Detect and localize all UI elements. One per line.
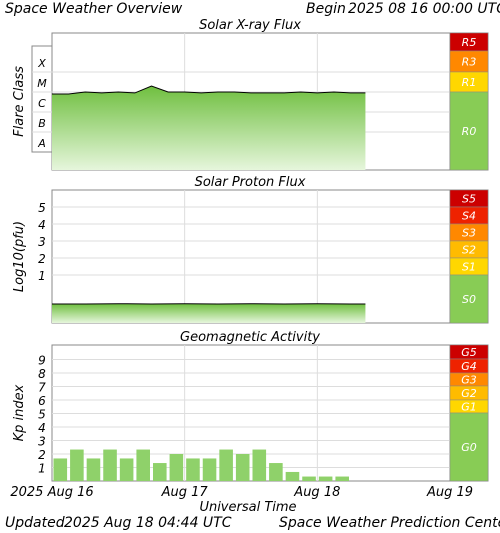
kp-bar [86, 458, 101, 481]
scale-label-r1: R1 [462, 76, 477, 89]
y-tick-label: 8 [38, 367, 46, 381]
panel-title: Geomagnetic Activity [180, 330, 320, 345]
y-tick-label: 1 [38, 462, 46, 476]
updated-time: 2025 Aug 18 04:44 UTC [64, 515, 232, 531]
y-axis-label: Log10(pfu) [12, 221, 27, 292]
y-axis-label: Flare Class [12, 66, 27, 137]
kp-bar [119, 458, 134, 481]
scale-label-s4: S4 [462, 210, 476, 223]
scale-label-g5: G5 [461, 346, 477, 359]
class-label-m: M [37, 77, 47, 90]
scale-label-r0: R0 [462, 125, 477, 138]
proton-flux-area [52, 303, 366, 323]
y-tick-label: 6 [38, 394, 46, 408]
scale-label-s5: S5 [462, 193, 476, 206]
kp-bar [302, 476, 316, 481]
kp-bar [269, 463, 283, 481]
x-tick-label: Aug 17 [161, 485, 209, 500]
xray-flux-area [52, 85, 366, 170]
x-tick-label: Aug 19 [426, 485, 473, 500]
y-tick-label: 5 [38, 201, 46, 215]
scale-label-s0: S0 [462, 293, 476, 306]
panel-title: Solar X-ray Flux [199, 18, 301, 33]
scale-band-g0 [449, 412, 489, 482]
kp-bar [235, 454, 250, 481]
scale-label-r5: R5 [462, 36, 477, 49]
kp-bar [252, 449, 267, 481]
panel-frame [51, 189, 489, 324]
y-tick-label: 3 [38, 235, 46, 249]
class-label-c: C [38, 97, 46, 110]
xray-flux-line [52, 85, 366, 95]
panel-title: Solar Proton Flux [195, 175, 306, 190]
kp-bar [169, 454, 184, 481]
begin-label: Begin [306, 1, 346, 17]
scale-label-s3: S3 [462, 227, 476, 240]
y-tick-label: 3 [38, 435, 46, 449]
y-tick-label: 2 [38, 252, 46, 266]
kp-bar [318, 476, 333, 481]
scale-label-s1: S1 [462, 261, 476, 274]
class-label-b: B [38, 117, 46, 130]
kp-bar [219, 449, 233, 481]
credit: Space Weather Prediction Center [279, 515, 500, 531]
begin-time: 2025 08 16 00:00 UTC [348, 1, 500, 17]
kp-bar [136, 449, 150, 481]
y-tick-label: 9 [38, 354, 46, 368]
kp-bar [70, 449, 84, 481]
kp-bar [153, 463, 167, 481]
class-label-a: A [37, 137, 46, 150]
y-tick-label: 2 [38, 448, 46, 462]
x-tick-label: 2025 Aug 16 [10, 485, 93, 500]
scale-band-r0 [449, 91, 489, 171]
y-tick-label: 5 [38, 408, 46, 422]
scale-label-g2: G2 [461, 387, 477, 400]
y-tick-label: 1 [38, 269, 46, 283]
scale-label-g4: G4 [461, 360, 477, 373]
kp-bar [103, 449, 117, 481]
scale-band-s0 [449, 274, 489, 324]
kp-bar [202, 458, 217, 481]
scale-label-s2: S2 [462, 244, 476, 257]
y-tick-label: 7 [38, 381, 46, 395]
x-tick-label: Aug 18 [293, 485, 340, 500]
page-title: Space Weather Overview [5, 1, 183, 17]
y-tick-label: 4 [38, 421, 46, 435]
x-axis-label: Universal Time [199, 500, 296, 515]
class-label-x: X [37, 57, 46, 70]
scale-label-g3: G3 [461, 374, 477, 387]
scale-label-g1: G1 [461, 401, 477, 414]
kp-bar [335, 476, 349, 481]
updated-label: Updated [5, 515, 65, 531]
y-axis-label: Kp index [12, 384, 27, 441]
kp-bar [53, 458, 68, 481]
kp-bar [285, 471, 300, 481]
kp-bar [186, 458, 200, 481]
scale-label-g0: G0 [461, 441, 477, 454]
y-tick-label: 4 [38, 218, 46, 232]
scale-label-r3: R3 [462, 56, 477, 69]
